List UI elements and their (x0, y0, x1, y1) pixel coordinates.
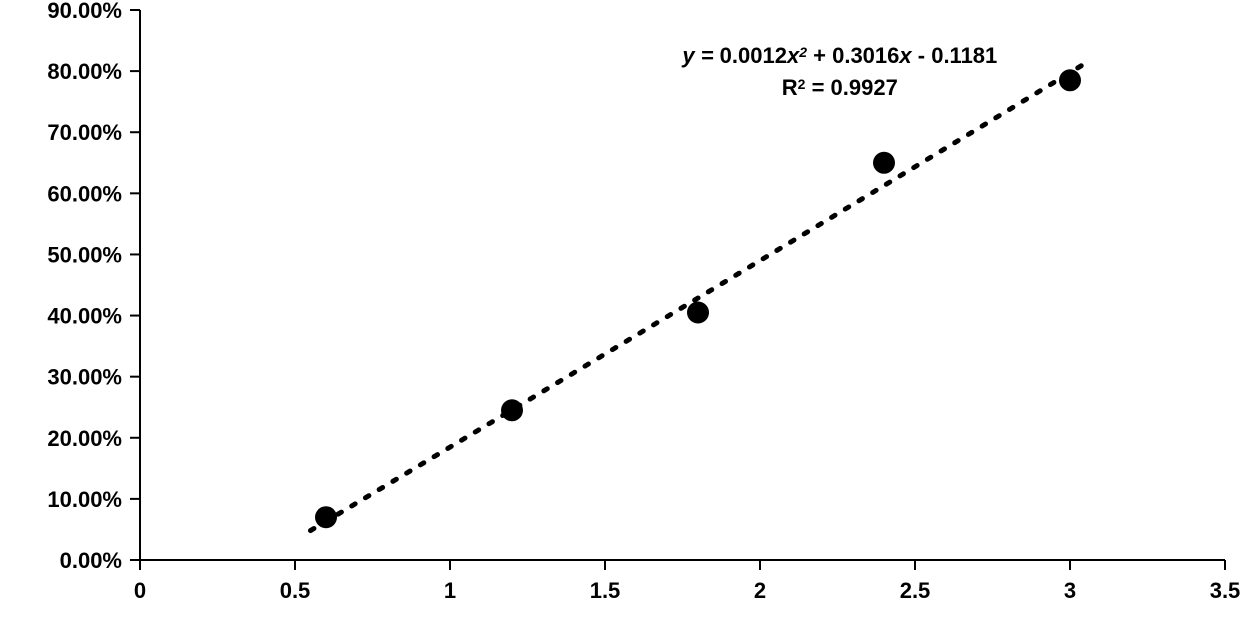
x-tick-label: 3.5 (1210, 578, 1240, 603)
chart-background (0, 0, 1240, 617)
y-tick-label: 20.00% (47, 426, 122, 451)
x-tick-label: 1 (444, 578, 456, 603)
x-tick-label: 2 (754, 578, 766, 603)
y-tick-label: 60.00% (47, 181, 122, 206)
data-point (1059, 69, 1081, 91)
data-point (873, 152, 895, 174)
y-tick-label: 70.00% (47, 120, 122, 145)
x-tick-label: 2.5 (900, 578, 931, 603)
y-tick-label: 0.00% (60, 548, 122, 573)
data-point (501, 399, 523, 421)
scatter-chart: 0.00% 10.00% 20.00% 30.00% 40.00% 50.00% 60.00… (0, 0, 1240, 617)
y-tick-label: 90.00% (47, 0, 122, 23)
chart-svg: 0.00% 10.00% 20.00% 30.00% 40.00% 50.00% 60.00… (0, 0, 1240, 617)
x-tick-label: 0 (134, 578, 146, 603)
y-tick-label: 40.00% (47, 304, 122, 329)
y-tick-label: 10.00% (47, 487, 122, 512)
x-tick-label: 3 (1064, 578, 1076, 603)
data-point (315, 506, 337, 528)
data-point (687, 302, 709, 324)
x-tick-label: 0.5 (280, 578, 311, 603)
y-tick-label: 30.00% (47, 365, 122, 390)
equation-text: y = 0.0012x2 + 0.3016x - 0.1181 (681, 43, 997, 68)
x-tick-label: 1.5 (590, 578, 621, 603)
y-tick-label: 80.00% (47, 59, 122, 84)
y-tick-label: 50.00% (47, 242, 122, 267)
